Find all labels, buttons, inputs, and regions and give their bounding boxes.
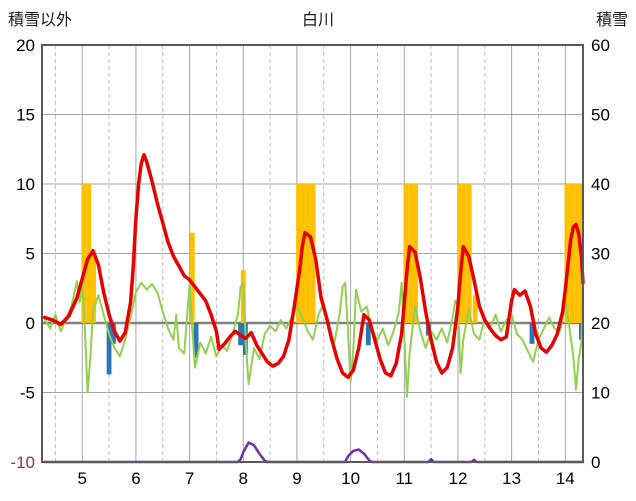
orange-bars-bar xyxy=(86,184,92,323)
orange-bars-bar xyxy=(466,184,472,323)
orange-bars-bar xyxy=(574,184,579,323)
left-axis-tick-label: -5 xyxy=(20,384,35,403)
right-axis-tick-label: 0 xyxy=(591,453,600,472)
x-axis-tick-label: 13 xyxy=(502,469,521,488)
chart-title: 白川 xyxy=(301,12,334,29)
orange-bars-bar xyxy=(564,184,570,323)
x-axis-tick-label: 9 xyxy=(292,469,301,488)
x-axis-tick-label: 12 xyxy=(448,469,467,488)
blue-bars-bar xyxy=(110,323,116,344)
right-axis-title: 積雪 xyxy=(595,12,628,29)
x-axis-tick-label: 11 xyxy=(395,469,413,488)
right-axis-tick-label: 40 xyxy=(591,175,610,194)
orange-bars-bar xyxy=(300,184,306,323)
x-axis-tick-label: 14 xyxy=(556,469,575,488)
orange-bars-bar xyxy=(472,295,478,323)
left-axis-tick-label: 20 xyxy=(16,36,35,55)
right-axis-tick-label: 30 xyxy=(591,245,610,264)
plot-border xyxy=(41,44,584,463)
blue-bars-bar xyxy=(529,323,535,344)
left-axis-tick-label: 5 xyxy=(26,245,35,264)
x-axis-tick-label: 5 xyxy=(78,469,87,488)
orange-bars-bar xyxy=(408,184,414,323)
orange-bars-bar xyxy=(305,184,311,323)
right-axis-tick-label: 60 xyxy=(591,36,610,55)
orange-bars-bar xyxy=(296,184,301,323)
orange-bars-bar xyxy=(91,253,96,323)
orange-bars-bar xyxy=(461,184,467,323)
orange-bars-bar xyxy=(403,184,409,323)
chart-header: 積雪以外 白川 積雪 xyxy=(0,4,636,30)
blue-bars-bar xyxy=(365,323,371,346)
orange-bars-bar xyxy=(81,184,87,323)
blue-bars-bar xyxy=(193,323,199,358)
right-axis-tick-label: 10 xyxy=(591,384,610,403)
left-axis-tick-label: 10 xyxy=(16,175,35,194)
left-axis-tick-label: 15 xyxy=(16,106,35,125)
right-axis-tick-label: 50 xyxy=(591,106,610,125)
orange-bars-bar xyxy=(457,184,462,323)
x-axis-tick-label: 6 xyxy=(131,469,140,488)
orange-bars-bar xyxy=(189,232,195,323)
right-axis-tick-label: 20 xyxy=(591,314,610,333)
blue-bars-bar xyxy=(106,323,112,375)
x-axis-tick-label: 7 xyxy=(185,469,194,488)
left-axis-tick-label: -10 xyxy=(10,453,35,472)
red-line xyxy=(42,153,585,379)
left-axis-tick-label: 0 xyxy=(26,314,35,333)
x-axis-tick-label: 10 xyxy=(341,469,360,488)
x-axis-tick-label: 8 xyxy=(239,469,248,488)
left-axis-title: 積雪以外 xyxy=(8,12,73,29)
orange-bars-bar xyxy=(569,184,575,323)
